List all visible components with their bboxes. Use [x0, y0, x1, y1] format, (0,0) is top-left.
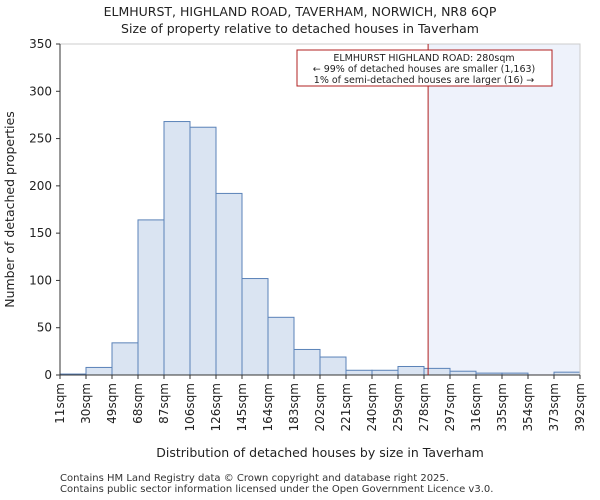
x-tick-label: 354sqm	[521, 383, 535, 431]
x-tick-label: 126sqm	[209, 383, 223, 431]
x-tick-label: 278sqm	[417, 383, 431, 431]
x-tick-label: 87sqm	[157, 383, 171, 424]
x-tick-label: 106sqm	[183, 383, 197, 431]
annotation-smaller: ← 99% of detached houses are smaller (1,…	[313, 64, 536, 75]
annotation-box: ELMHURST HIGHLAND ROAD: 280sqm ← 99% of …	[296, 49, 553, 87]
bar-145sqm	[241, 278, 269, 376]
y-tick-label: 300	[29, 84, 52, 98]
bar-297sqm	[449, 370, 477, 376]
bar-259sqm	[397, 365, 425, 376]
x-tick-label: 392sqm	[573, 383, 587, 431]
title-line-1: ELMHURST, HIGHLAND ROAD, TAVERHAM, NORWI…	[103, 4, 497, 19]
bar-164sqm	[267, 316, 295, 376]
x-tick-label: 259sqm	[391, 383, 405, 431]
bar-126sqm	[215, 192, 243, 376]
bar-68sqm	[137, 219, 165, 376]
bar-106sqm	[189, 126, 217, 376]
annotation-larger: 1% of semi-detached houses are larger (1…	[314, 75, 534, 86]
bar-183sqm	[293, 348, 321, 376]
bar-202sqm	[319, 356, 347, 376]
y-tick-label: 250	[29, 132, 52, 146]
y-tick-label: 0	[44, 368, 52, 382]
chart-title: ELMHURST, HIGHLAND ROAD, TAVERHAM, NORWI…	[0, 3, 600, 37]
x-tick-label: 11sqm	[53, 383, 67, 424]
y-tick-label: 100	[29, 273, 52, 287]
bar-49sqm	[111, 342, 139, 376]
bar-30sqm	[85, 366, 113, 376]
larger-region-shade	[428, 44, 580, 375]
annotation-title: ELMHURST HIGHLAND ROAD: 280sqm	[333, 53, 514, 64]
annotation-frame	[296, 49, 553, 87]
x-tick-label: 316sqm	[469, 383, 483, 431]
x-tick-label: 30sqm	[79, 383, 93, 424]
x-tick-label: 335sqm	[495, 383, 509, 431]
x-tick-label: 202sqm	[313, 383, 327, 431]
y-tick-label: 200	[29, 179, 52, 193]
x-tick-label: 68sqm	[131, 383, 145, 424]
y-tick-label: 50	[37, 321, 52, 335]
x-tick-label: 183sqm	[287, 383, 301, 431]
x-tick-label: 221sqm	[339, 383, 353, 431]
title-line-2: Size of property relative to detached ho…	[121, 21, 479, 36]
x-tick-label: 373sqm	[547, 383, 561, 431]
x-tick-label: 240sqm	[365, 383, 379, 431]
footer: Contains HM Land Registry data © Crown c…	[60, 473, 493, 495]
bar-87sqm	[163, 121, 191, 376]
y-axis-label: Number of detached properties	[2, 111, 17, 308]
x-tick-label: 297sqm	[443, 383, 457, 431]
x-tick-label: 49sqm	[105, 383, 119, 424]
y-tick-label: 150	[29, 226, 52, 240]
bar-221sqm	[345, 369, 373, 376]
x-tick-label: 145sqm	[235, 383, 249, 431]
y-tick-label: 350	[29, 37, 52, 51]
chart: 0 50 100 150 200 250 300 350 11sqm 30sqm 49sqm 68sq…	[2, 37, 587, 460]
footer-line-1: Contains HM Land Registry data © Crown c…	[60, 473, 449, 484]
footer-line-2: Contains public sector information licen…	[60, 484, 494, 495]
bar-240sqm	[371, 369, 399, 376]
x-axis-label: Distribution of detached houses by size …	[156, 445, 484, 460]
x-tick-label: 164sqm	[261, 383, 275, 431]
